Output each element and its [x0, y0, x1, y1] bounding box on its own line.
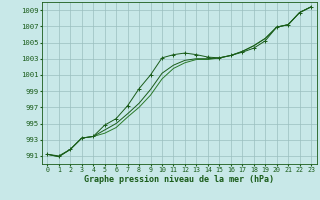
X-axis label: Graphe pression niveau de la mer (hPa): Graphe pression niveau de la mer (hPa) — [84, 175, 274, 184]
